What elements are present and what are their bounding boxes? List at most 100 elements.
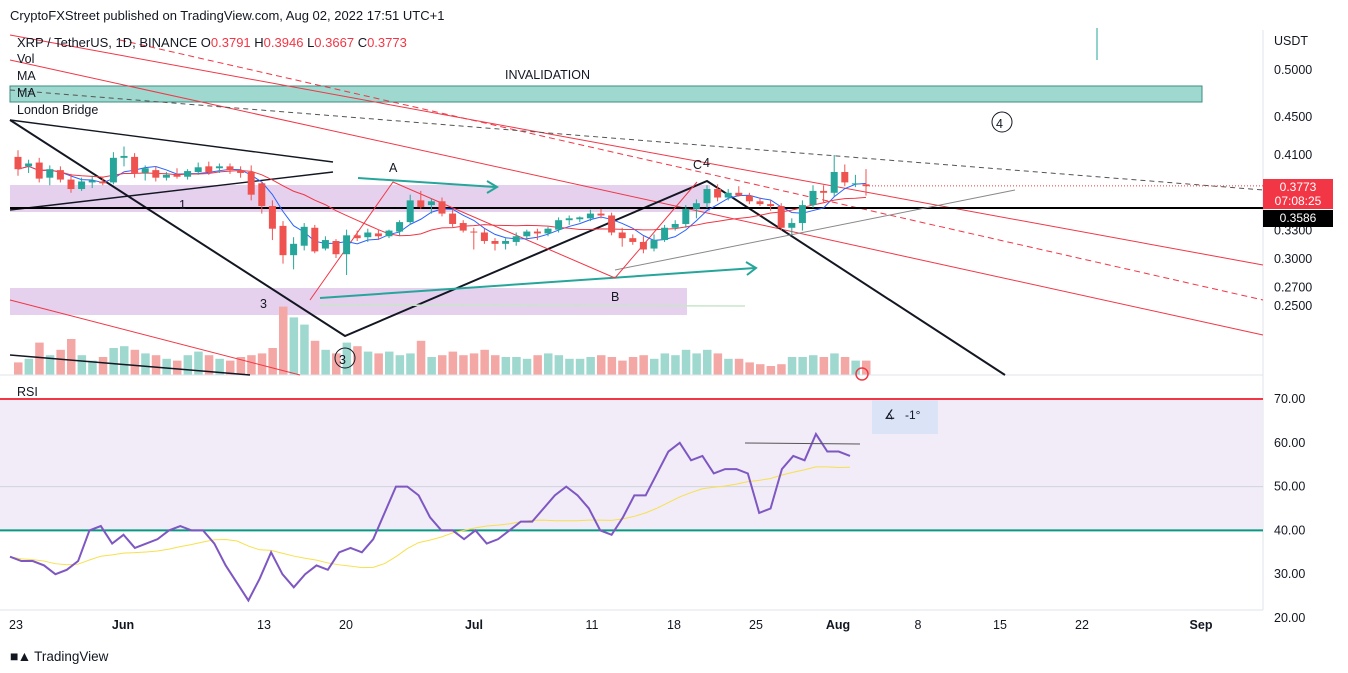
- candle-body-16: [184, 171, 192, 177]
- candle-body-15: [173, 174, 181, 177]
- rsi-label[interactable]: RSI: [17, 385, 38, 399]
- volume-bar-53: [575, 358, 585, 375]
- volume-bar-66: [713, 353, 723, 375]
- wedge-lower-line: [9, 171, 334, 211]
- candle-body-44: [480, 232, 488, 241]
- wave-four-circle-label: 4: [996, 117, 1003, 131]
- candle-body-26: [290, 243, 298, 256]
- candle-body-5: [67, 179, 75, 190]
- channel-mid-line: [119, 39, 1264, 301]
- volume-bar-51: [554, 355, 564, 375]
- volume-bar-43: [469, 353, 479, 375]
- candle-body-47: [512, 236, 520, 242]
- ma-slow-line: [17, 165, 867, 237]
- arrow-b-line: [319, 267, 756, 299]
- candle-body-45: [491, 240, 499, 244]
- symbol-name[interactable]: XRP / TetherUS, 1D, BINANCE: [17, 35, 198, 50]
- low-label: L: [307, 35, 315, 50]
- wave-three-circle: [334, 347, 356, 369]
- price-axis-label-6: 0.2700: [1274, 280, 1312, 294]
- rsi-axis-label-0: 70.00: [1274, 392, 1305, 406]
- support-zone: [10, 288, 687, 315]
- wave-three-circle-label: 3: [339, 353, 346, 367]
- volume-bar-54: [586, 357, 595, 375]
- candle-body-80: [862, 184, 870, 187]
- wave-four-label: 4: [703, 156, 710, 170]
- candle-body-64: [692, 203, 700, 209]
- candle-body-66: [714, 189, 722, 198]
- volume-bar-52: [565, 358, 574, 375]
- rsi-axis-label-3: 40.00: [1274, 523, 1305, 537]
- close-value: 0.3773: [367, 35, 407, 50]
- candle-body-21: [237, 170, 245, 173]
- candle-body-67: [724, 192, 732, 198]
- volume-bar-76: [819, 357, 829, 375]
- volume-bar-47: [512, 357, 521, 375]
- price-axis-label-1: 0.4500: [1274, 110, 1312, 124]
- volume-bar-5: [67, 339, 76, 375]
- candle-body-14: [162, 174, 170, 178]
- symbol-legend: XRP / TetherUS, 1D, BINANCE O0.3791 H0.3…: [17, 35, 407, 50]
- volume-bar-36: [395, 355, 405, 375]
- volume-bar-73: [787, 357, 797, 375]
- candle-body-79: [851, 183, 859, 185]
- price-axis-label-7: 0.2500: [1274, 299, 1312, 313]
- level-price-tag: 0.3586: [1263, 210, 1333, 227]
- tradingview-logo[interactable]: ■▲ TradingView: [10, 648, 108, 664]
- candle-body-55: [597, 213, 605, 216]
- indicator-ma-2[interactable]: MA: [17, 86, 36, 100]
- candle-body-22: [247, 172, 255, 195]
- volume-bar-42: [459, 355, 468, 375]
- candle-body-32: [353, 235, 361, 239]
- volume-bar-37: [406, 353, 415, 375]
- candle-body-17: [194, 167, 202, 173]
- angle-tool[interactable]: ∡ -1°: [872, 400, 938, 434]
- wedge-upper-line: [9, 119, 334, 163]
- candle-body-59: [639, 241, 647, 250]
- candle-body-60: [650, 240, 658, 249]
- candle-body-70: [756, 201, 764, 205]
- elliott-wave-line: [9, 119, 1006, 376]
- volume-bar-15: [173, 360, 182, 375]
- footer-brand: TradingView: [34, 649, 109, 664]
- candle-body-62: [671, 223, 679, 228]
- candle-body-9: [109, 157, 117, 183]
- candle-body-25: [279, 225, 287, 256]
- candle-body-6: [78, 181, 86, 190]
- candle-body-76: [820, 190, 828, 193]
- indicator-vol[interactable]: Vol: [17, 52, 35, 66]
- candle-body-4: [56, 170, 64, 180]
- candle-body-20: [226, 166, 234, 171]
- countdown-value: 07:08:25: [1274, 194, 1322, 208]
- volume-bar-44: [480, 349, 489, 375]
- volume-bar-25: [279, 306, 288, 375]
- price-axis-label-0: 0.5000: [1274, 63, 1312, 77]
- volume-bar-18: [204, 355, 214, 375]
- volume-bar-31: [342, 342, 352, 375]
- volume-bar-72: [777, 364, 786, 375]
- volume-bar-69: [745, 362, 754, 375]
- price-axis-title: USDT: [1274, 34, 1308, 48]
- volume-bar-13: [151, 355, 161, 375]
- candle-body-41: [449, 213, 457, 224]
- time-axis-label-10: 15: [993, 618, 1007, 632]
- grey-arrow-line: [614, 189, 1016, 271]
- indicator-ma-1[interactable]: MA: [17, 69, 36, 83]
- open-value: 0.3791: [210, 35, 251, 50]
- rsi-axis-label-5: 20.00: [1274, 611, 1305, 625]
- indicator-london-bridge[interactable]: London Bridge: [17, 103, 99, 117]
- high-value: 0.3946: [263, 35, 304, 50]
- time-axis-label-9: 8: [915, 618, 922, 632]
- volume-bar-65: [703, 349, 712, 375]
- low-value: 0.3667: [314, 35, 355, 50]
- time-axis-label-12: Sep: [1190, 618, 1213, 632]
- candle-body-68: [735, 192, 743, 196]
- time-axis-label-1: Jun: [112, 618, 134, 632]
- angle-icon: ∡: [884, 407, 896, 422]
- volume-bar-57: [618, 360, 627, 375]
- candle-body-69: [745, 195, 753, 202]
- candle-body-39: [427, 201, 435, 206]
- time-axis-label-0: 23: [9, 618, 23, 632]
- tradingview-logo-icon: ■▲: [10, 648, 31, 664]
